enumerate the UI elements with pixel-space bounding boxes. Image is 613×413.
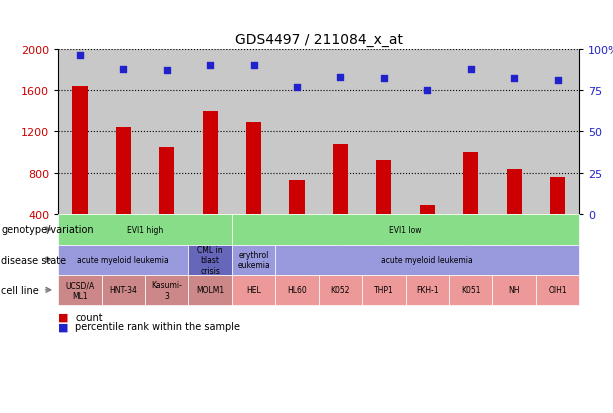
Text: ■: ■	[58, 312, 69, 322]
Text: HL60: HL60	[287, 286, 307, 294]
Point	[379, 76, 389, 83]
Text: genotype/variation: genotype/variation	[1, 225, 94, 235]
Text: EVI1 high: EVI1 high	[127, 225, 163, 234]
Text: K052: K052	[331, 286, 350, 294]
Text: acute myeloid leukemia: acute myeloid leukemia	[77, 256, 169, 264]
Text: THP1: THP1	[374, 286, 394, 294]
Text: acute myeloid leukemia: acute myeloid leukemia	[381, 256, 473, 264]
Bar	[203, 112, 218, 215]
Point	[466, 66, 476, 73]
Point	[335, 74, 345, 81]
Bar	[159, 148, 174, 215]
Point	[249, 63, 259, 69]
Text: count: count	[75, 312, 103, 322]
Bar	[246, 123, 261, 215]
Text: K051: K051	[461, 286, 481, 294]
Point	[292, 84, 302, 91]
Bar	[116, 128, 131, 215]
Bar	[333, 145, 348, 215]
Text: UCSD/A
ML1: UCSD/A ML1	[66, 280, 94, 300]
Text: OIH1: OIH1	[548, 286, 567, 294]
Bar	[550, 178, 565, 215]
Text: HEL: HEL	[246, 286, 261, 294]
Bar	[463, 153, 478, 215]
Bar	[420, 206, 435, 215]
Text: MOLM1: MOLM1	[196, 286, 224, 294]
Text: percentile rank within the sample: percentile rank within the sample	[75, 322, 240, 332]
Title: GDS4497 / 211084_x_at: GDS4497 / 211084_x_at	[235, 33, 403, 47]
Text: CML in
blast
crisis: CML in blast crisis	[197, 245, 223, 275]
Text: Kasumi-
3: Kasumi- 3	[151, 280, 182, 300]
Text: ■: ■	[58, 322, 69, 332]
Point	[75, 53, 85, 59]
Point	[422, 88, 432, 94]
Text: erythrol
eukemia: erythrol eukemia	[237, 250, 270, 270]
Text: EVI1 low: EVI1 low	[389, 225, 422, 234]
Text: FKH-1: FKH-1	[416, 286, 439, 294]
Point	[162, 68, 172, 74]
Bar	[506, 169, 522, 215]
Point	[205, 63, 215, 69]
Point	[509, 76, 519, 83]
Point	[118, 66, 128, 73]
Text: NH: NH	[508, 286, 520, 294]
Text: HNT-34: HNT-34	[110, 286, 137, 294]
Text: disease state: disease state	[1, 255, 66, 265]
Bar	[376, 161, 392, 215]
Bar	[289, 181, 305, 215]
Text: cell line: cell line	[1, 285, 39, 295]
Bar	[72, 87, 88, 215]
Point	[553, 78, 563, 84]
